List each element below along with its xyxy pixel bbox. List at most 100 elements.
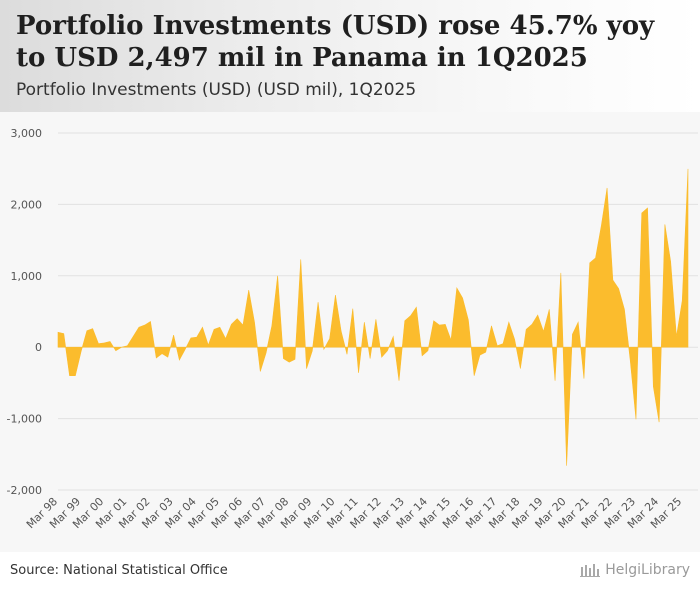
data-point [241, 324, 244, 327]
data-point [68, 374, 71, 377]
source-note: Source: National Statistical Office [10, 563, 228, 578]
data-point [634, 418, 637, 421]
data-point [369, 357, 372, 360]
data-point [184, 348, 187, 351]
library-icon [580, 564, 601, 577]
data-point [178, 359, 181, 362]
data-point [629, 359, 632, 362]
data-point [161, 352, 164, 355]
data-point [97, 342, 100, 345]
data-point [288, 361, 291, 364]
data-point [293, 358, 296, 361]
brand-name: HelgiLibrary [605, 562, 690, 578]
data-point [334, 294, 337, 297]
y-tick-label: 3,000 [11, 127, 43, 140]
data-point [455, 286, 458, 289]
data-point [450, 339, 453, 342]
data-point [363, 321, 366, 324]
data-point [554, 379, 557, 382]
data-point [132, 335, 135, 338]
data-point [166, 356, 169, 359]
data-point [577, 321, 580, 324]
data-point [415, 306, 418, 309]
data-point [611, 279, 614, 282]
data-point [224, 337, 227, 340]
data-point [172, 334, 175, 337]
data-point [681, 299, 684, 302]
data-point [386, 349, 389, 352]
data-point [270, 324, 273, 327]
data-point [519, 367, 522, 370]
data-point [536, 314, 539, 317]
data-point [606, 186, 609, 189]
data-point [247, 289, 250, 292]
data-point [149, 320, 152, 323]
data-point [218, 326, 221, 329]
data-point [600, 224, 603, 227]
data-point [195, 336, 198, 339]
data-point [357, 371, 360, 374]
data-point [317, 301, 320, 304]
series-area [57, 168, 689, 466]
data-point [213, 328, 216, 331]
y-tick-label: 0 [35, 341, 42, 354]
data-point [513, 338, 516, 341]
data-point [525, 328, 528, 331]
data-point [623, 308, 626, 311]
data-point [687, 167, 690, 170]
data-point [57, 331, 60, 334]
data-point [126, 344, 129, 347]
data-point [305, 367, 308, 370]
data-point [201, 326, 204, 329]
y-tick-label: -1,000 [7, 413, 42, 426]
data-point [473, 374, 476, 377]
data-point [588, 261, 591, 264]
data-point [675, 335, 678, 338]
data-point [432, 319, 435, 322]
data-point [322, 348, 325, 351]
data-point [143, 324, 146, 327]
data-point [236, 317, 239, 320]
data-point [669, 260, 672, 263]
data-point [328, 337, 331, 340]
data-point [409, 314, 412, 317]
data-point [253, 321, 256, 324]
data-point [85, 329, 88, 332]
data-point [103, 341, 106, 344]
data-point [658, 421, 661, 424]
data-point [530, 323, 533, 326]
data-point [496, 344, 499, 347]
data-point [74, 374, 77, 377]
data-point [398, 379, 401, 382]
data-point [299, 258, 302, 261]
y-tick-label: 2,000 [11, 198, 43, 211]
brand-logo: HelgiLibrary [580, 562, 690, 578]
data-point [230, 323, 233, 326]
data-point [444, 323, 447, 326]
data-point [392, 335, 395, 338]
data-point [345, 353, 348, 356]
data-point [438, 324, 441, 327]
data-point [548, 308, 551, 311]
data-point [640, 211, 643, 214]
data-point [484, 351, 487, 354]
y-tick-label: 1,000 [11, 270, 43, 283]
data-point [421, 354, 424, 357]
data-point [259, 370, 262, 373]
data-point [189, 336, 192, 339]
data-point [426, 349, 429, 352]
header-band [0, 0, 700, 112]
data-point [594, 256, 597, 259]
data-point [91, 327, 94, 330]
data-point [155, 356, 158, 359]
data-point [282, 357, 285, 360]
data-point [507, 321, 510, 324]
data-point [380, 356, 383, 359]
data-point [109, 340, 112, 343]
data-point [663, 223, 666, 226]
data-point [461, 296, 464, 299]
data-point [351, 307, 354, 310]
chart-title: Portfolio Investments (USD) rose 45.7% y… [16, 11, 655, 73]
data-point [114, 349, 117, 352]
